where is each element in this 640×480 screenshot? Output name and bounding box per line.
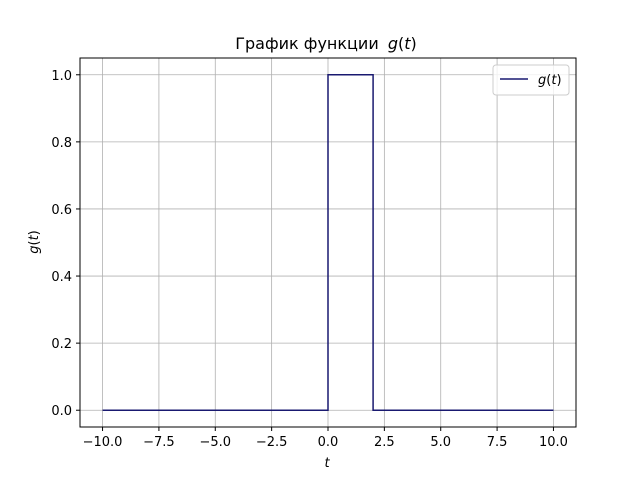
x-tick-label: 2.5 [374, 435, 395, 450]
x-tick-label: 5.0 [430, 435, 451, 450]
legend-box [492, 64, 570, 96]
legend-arg: t [551, 73, 557, 88]
y-tick-label: 0.6 [51, 203, 72, 218]
y-tick-label: 0.2 [51, 337, 72, 352]
legend-paren-open: ( [546, 73, 551, 88]
x-tick-label: 10.0 [539, 435, 568, 450]
x-tick-label: 0.0 [318, 435, 339, 450]
x-tick-label: −7.5 [143, 435, 175, 450]
title-paren-open: ( [398, 34, 404, 53]
chart-title: График функции g(t) [235, 34, 417, 53]
y-tick-label: 1.0 [51, 69, 72, 84]
ticks: −10.0 −7.5 −5.0 −2.5 0.0 2.5 5.0 7.5 10.0 0.0 0.2 0… [51, 69, 568, 450]
series-layer [102, 74, 554, 411]
title-prefix: График функции [235, 34, 379, 53]
y-tick-label: 0.4 [51, 270, 72, 285]
ylabel-func: g [27, 246, 42, 254]
x-tick-label: −5.0 [199, 435, 231, 450]
series-line-g [102, 74, 554, 411]
legend-func: g [538, 73, 546, 88]
legend-label: g(t) [538, 73, 562, 88]
x-tick-label: −2.5 [256, 435, 288, 450]
legend: g(t) [492, 64, 570, 96]
ylabel-paren-open: ( [27, 240, 42, 245]
y-axis-label: g(t) [27, 230, 42, 254]
ylabel-paren-close: ) [27, 230, 42, 235]
title-arg: t [404, 34, 411, 53]
ylabel-arg: t [27, 234, 42, 240]
y-tick-label: 0.0 [51, 404, 72, 419]
x-axis-label: t [324, 456, 330, 471]
x-tick-label: 7.5 [487, 435, 508, 450]
title-func: g [388, 34, 398, 53]
legend-paren-close: ) [556, 73, 561, 88]
x-tick-label: −10.0 [83, 435, 123, 450]
y-tick-label: 0.8 [51, 136, 72, 151]
title-paren-close: ) [411, 34, 417, 53]
